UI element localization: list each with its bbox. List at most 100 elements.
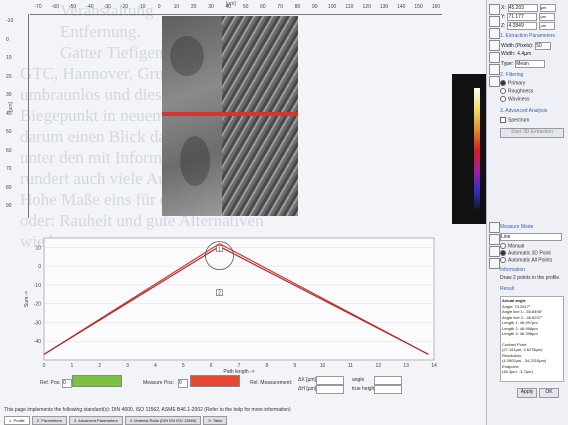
background-text-line: Entfernung. (60, 22, 141, 41)
type-select[interactable]: Mean (515, 60, 546, 68)
width-label: Width: (501, 51, 516, 57)
measure-color-swatch[interactable] (190, 375, 240, 387)
top-ruler-tick-label: 130 (379, 4, 389, 10)
z-input[interactable]: 4.2849 (507, 22, 538, 30)
distance-icon[interactable] (489, 246, 500, 257)
width-pixels-label: Width (Pixels): (501, 43, 534, 49)
x-tick-label: 8 (265, 363, 268, 369)
tab-1[interactable]: 1. Profile (4, 416, 30, 425)
top-ruler-tick-label: 40 (225, 4, 232, 10)
settings-icon[interactable] (489, 76, 500, 87)
pointer-icon[interactable] (489, 4, 500, 15)
ref-pos-field[interactable]: 0 (62, 379, 72, 388)
top-ruler-tick-label: 30 (208, 4, 214, 10)
apply-button[interactable]: Apply (517, 388, 537, 398)
point-marker-label: 1 (218, 247, 221, 253)
top-ruler-tick-label: 120 (362, 4, 371, 10)
top-ruler-tick-label: 70 (277, 4, 283, 10)
point-marker (216, 289, 223, 296)
result-line: (4.3902µm, -34.2315µm) (502, 358, 547, 363)
camera-icon[interactable] (489, 52, 500, 63)
y-label: Y: (501, 14, 506, 20)
x-tick-label: 13 (403, 363, 409, 369)
top-ruler-tick-label: -20 (120, 4, 129, 10)
measure-option-manual[interactable]: Manual (500, 243, 524, 249)
ref-pos-value: 0 (63, 380, 66, 386)
angle-icon[interactable] (489, 234, 500, 245)
measure-option-auto-3d[interactable]: Automatic 3D Point (500, 250, 551, 256)
top-ruler-tick-label: 150 (414, 4, 423, 10)
tab-5[interactable]: 5. Table (203, 416, 228, 425)
radio-icon (500, 96, 506, 102)
measure-icon[interactable] (489, 222, 500, 233)
result-line: (27.191µm, 3.6278µm) (502, 347, 543, 352)
histogram-icon[interactable] (489, 64, 500, 75)
advanced-header: 3. Advanced Analysis (500, 108, 548, 114)
x-input[interactable]: 45.203 (507, 4, 538, 12)
bottom-tabs: 1. Profile 2. Parameters 3. Advanced Param… (4, 416, 228, 425)
plot-area (43, 237, 435, 361)
left-ruler: [µm] -10 0 10 20 30 40 50 60 70 80 90 (6, 14, 29, 218)
spectrum-checkbox[interactable]: Spectrum (500, 117, 529, 123)
y-unit-select[interactable]: µm (539, 13, 556, 21)
top-ruler-tick-label: 60 (260, 4, 266, 10)
z-unit-select[interactable]: µm (539, 22, 556, 30)
x-tick-label: 0 (43, 363, 46, 369)
step-icon[interactable] (489, 258, 500, 269)
filter-option-roughness[interactable]: Roughness (500, 88, 533, 94)
dx-label: ΔX [µm] (298, 377, 316, 383)
measure-option-auto-all[interactable]: Automatic All Points (500, 257, 552, 263)
radio-icon (500, 80, 506, 86)
measure-mode-select[interactable]: Line (500, 233, 562, 241)
x-tick-label: 1 (70, 363, 73, 369)
x-tick-label: 3 (126, 363, 129, 369)
x-unit-select[interactable]: µm (539, 4, 556, 12)
height-colorbar (474, 88, 480, 212)
cursor-icon[interactable] (489, 28, 500, 39)
result-title: Actual angle (502, 298, 526, 303)
left-ruler-tick-label: 60 (6, 147, 12, 154)
profile-icon[interactable] (489, 40, 500, 51)
x-tick-label: 7 (238, 363, 241, 369)
left-ruler-tick-label: 40 (6, 110, 12, 117)
true-height-field[interactable] (374, 385, 402, 394)
left-ruler-tick-label: 10 (6, 55, 12, 61)
width-pixels-input[interactable]: 50 (535, 42, 552, 50)
top-ruler-tick-label: -30 (103, 4, 111, 10)
start-extraction-button[interactable]: Start 3D Extraction (500, 128, 564, 138)
dh-field[interactable] (316, 385, 344, 394)
surface-scan-image[interactable] (162, 16, 298, 216)
measure-pos-value: 0 (179, 380, 182, 386)
filter-option-primary[interactable]: Primary (500, 80, 525, 86)
dx-field[interactable] (316, 376, 344, 385)
true-height-label: true height (352, 386, 376, 392)
ok-button[interactable]: OK (539, 388, 559, 398)
result-box: Actual angle Angle: 74.2517° Angle line 1… (500, 296, 564, 382)
tab-4[interactable]: 4. Material Ratio (DIN EN ISO 13565) (124, 416, 202, 425)
x-tick-label: 4 (154, 363, 157, 369)
top-ruler-tick-label: 100 (327, 4, 337, 10)
left-ruler-tick-label: 0 (6, 36, 9, 43)
result-line: Resolution: (502, 352, 523, 358)
top-ruler-tick-label: 160 (431, 4, 441, 10)
dh-label: ΔH [µm] (298, 386, 317, 392)
angle-field[interactable] (374, 376, 402, 385)
filter-option-waviness[interactable]: Waviness (500, 96, 530, 102)
y-tick-label: -10 (34, 283, 41, 289)
x-label: X: (501, 5, 506, 11)
profile-chart[interactable]: 10 0 -10 -20 -30 -40 0 1 2 3 4 5 6 7 8 9 10 11 12 13 14 Path … (22, 232, 442, 375)
radio-icon (500, 243, 506, 249)
left-ruler-tick-label: 70 (6, 166, 12, 172)
tab-2[interactable]: 2. Parameters (31, 416, 67, 425)
ref-color-swatch[interactable] (72, 375, 122, 387)
measure-pos-field[interactable]: 0 (178, 379, 188, 388)
top-ruler-tick-label: 80 (294, 4, 301, 10)
tab-3[interactable]: 3. Advanced Parameters (68, 416, 123, 425)
zoom-icon[interactable] (489, 16, 500, 27)
result-line: Length 3: 46.398µm (502, 331, 538, 336)
top-ruler-tick-label: 0 (157, 4, 161, 10)
profile-extraction-line[interactable] (162, 112, 298, 116)
x-tick-label: 5 (182, 363, 185, 369)
y-input[interactable]: 71.177 (507, 13, 538, 21)
left-ruler-tick-label: 20 (6, 73, 12, 80)
